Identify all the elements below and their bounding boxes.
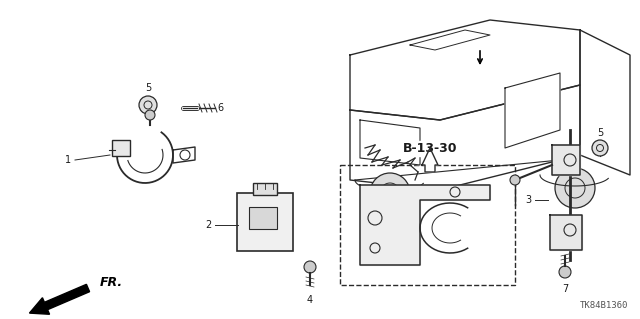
Text: 3: 3	[525, 195, 531, 205]
Polygon shape	[422, 148, 438, 172]
Polygon shape	[350, 85, 580, 190]
Text: 6: 6	[217, 103, 223, 113]
Circle shape	[592, 140, 608, 156]
Text: 5: 5	[597, 128, 603, 138]
Circle shape	[555, 168, 595, 208]
Circle shape	[139, 96, 157, 114]
Polygon shape	[505, 73, 560, 148]
Circle shape	[145, 110, 155, 120]
Circle shape	[304, 261, 316, 273]
Polygon shape	[360, 120, 420, 165]
Text: 7: 7	[562, 284, 568, 294]
Text: B-13-30: B-13-30	[403, 142, 457, 155]
Text: 2: 2	[205, 220, 211, 230]
Polygon shape	[360, 185, 490, 265]
Circle shape	[370, 173, 410, 213]
Bar	[253, 183, 277, 195]
Text: 1: 1	[65, 155, 71, 165]
Polygon shape	[552, 145, 580, 175]
Text: TK84B1360: TK84B1360	[580, 301, 628, 310]
Polygon shape	[410, 30, 490, 50]
Polygon shape	[580, 30, 630, 175]
Polygon shape	[550, 215, 582, 250]
Bar	[237, 193, 293, 251]
Bar	[340, 165, 515, 285]
Circle shape	[510, 175, 520, 185]
Bar	[112, 140, 130, 156]
Text: 4: 4	[307, 295, 313, 305]
Text: 5: 5	[145, 83, 151, 93]
Polygon shape	[350, 20, 580, 120]
FancyArrow shape	[29, 284, 90, 314]
Circle shape	[559, 266, 571, 278]
Text: FR.: FR.	[100, 276, 123, 288]
Polygon shape	[173, 147, 195, 163]
Bar	[249, 207, 277, 229]
